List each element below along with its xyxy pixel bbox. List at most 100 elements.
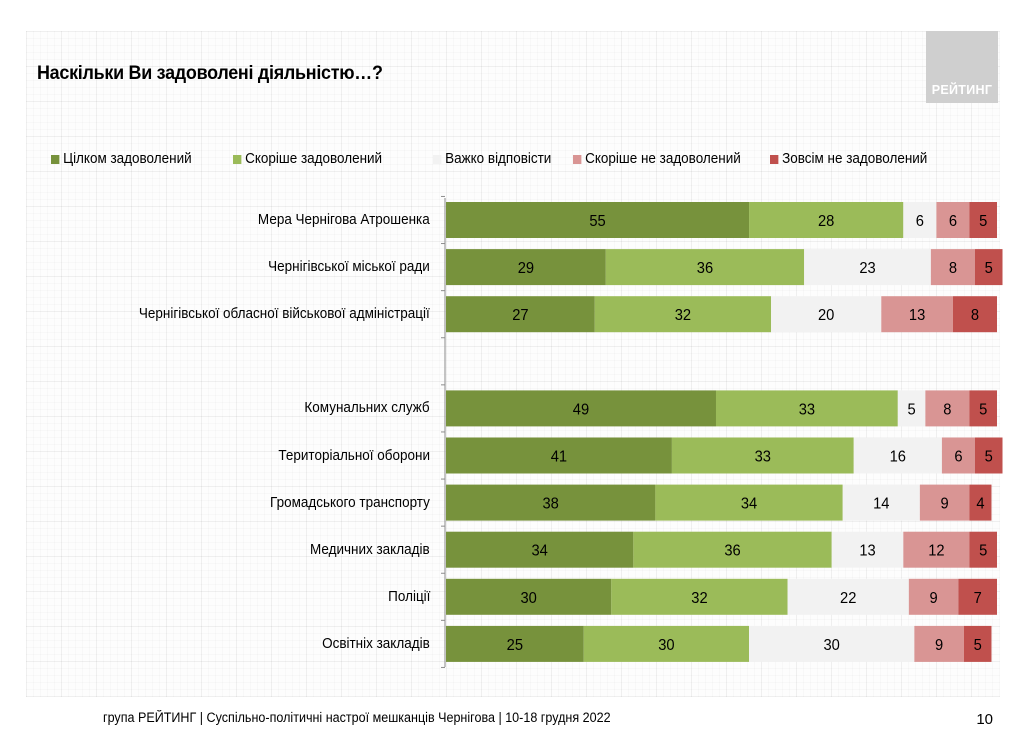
category-label: Чернігівської обласної військової адміні… (139, 306, 430, 323)
bar-segment (605, 249, 805, 286)
data-label: 28 (818, 212, 834, 230)
bar-segment (446, 578, 612, 615)
bar-segment (941, 437, 975, 474)
data-label: 5 (908, 401, 916, 419)
data-label: 20 (818, 307, 834, 325)
data-label: 5 (985, 448, 993, 466)
data-label: 41 (551, 448, 567, 466)
bar-segment (952, 296, 997, 333)
bar-segment (969, 202, 997, 238)
bar-segment (831, 531, 904, 568)
data-label: 13 (859, 542, 875, 560)
data-label: 13 (909, 307, 925, 325)
data-label: 25 (507, 636, 523, 654)
bar-segment (853, 437, 942, 474)
chart-legend: Цілком задоволений Скоріше задоволений Важ… (51, 151, 991, 169)
legend-item: Зовсім не задоволений (770, 151, 927, 167)
bar-segment (925, 390, 970, 427)
bar-segment (446, 296, 595, 333)
bar-segment (903, 531, 970, 568)
bar-segment (446, 625, 584, 662)
data-label: 9 (935, 636, 943, 654)
footer-text: група РЕЙТИНГ | Суспільно-політичні наст… (103, 710, 611, 725)
data-label: 6 (949, 212, 957, 230)
bar-segment (936, 202, 970, 238)
data-label: 16 (890, 448, 906, 466)
bar-segment (715, 390, 898, 427)
bar-segment (633, 531, 832, 568)
data-label: 33 (755, 448, 771, 466)
data-label: 32 (691, 589, 707, 607)
data-label: 34 (531, 542, 548, 560)
data-label: 30 (824, 636, 840, 654)
data-label: 27 (512, 307, 528, 325)
category-label: Поліції (387, 588, 430, 605)
bar-segment (787, 578, 909, 615)
bar-segment (958, 578, 997, 615)
bar-segment (974, 437, 1003, 474)
bar-segment (446, 484, 656, 521)
data-label: 55 (589, 212, 605, 230)
category-label: Чернігівської міської ради (268, 259, 430, 276)
legend-label: Цілком задоволений (63, 151, 192, 167)
bar-segment (930, 249, 975, 286)
page-title: Наскільки Ви задоволені діяльністю…? (37, 62, 383, 84)
legend-item: Скоріше задоволений (233, 151, 382, 167)
bar-segment (749, 625, 915, 662)
data-label: 33 (799, 401, 815, 419)
bar-segment (446, 531, 634, 568)
data-label: 29 (518, 260, 534, 278)
category-label: Мера Чернігова Атрошенка (258, 212, 430, 228)
slide-background (26, 31, 1000, 697)
data-label: 12 (928, 542, 944, 560)
legend-swatch (573, 154, 582, 164)
legend-swatch (233, 154, 242, 164)
data-label: 8 (949, 260, 957, 278)
legend-label: Важко відповісти (445, 151, 552, 167)
bar-segment (969, 531, 997, 568)
legend-label: Зовсім не задоволений (782, 151, 928, 167)
bar-segment (908, 578, 959, 615)
bar-segment (771, 296, 882, 333)
bar-segment (804, 249, 931, 286)
data-label: 5 (979, 542, 987, 560)
legend-swatch (433, 154, 442, 164)
data-label: 14 (873, 495, 890, 513)
data-label: 6 (954, 448, 962, 466)
data-label: 5 (979, 212, 987, 230)
data-label: 5 (974, 636, 982, 654)
bar-segment (881, 296, 953, 333)
data-label: 23 (859, 260, 875, 278)
category-label: Освітніх закладів (322, 635, 430, 652)
legend-item: Важко відповісти (433, 151, 551, 167)
bar-segment (897, 390, 926, 427)
data-label: 30 (658, 636, 674, 654)
category-label: Громадського транспорту (270, 494, 430, 511)
bar-segment (655, 484, 843, 521)
data-label: 5 (985, 260, 993, 278)
bar-segment (594, 296, 772, 333)
data-label: 36 (697, 260, 713, 278)
category-label: Територіальної оборони (278, 447, 430, 464)
bar-segment (446, 390, 716, 427)
data-label: 34 (741, 495, 758, 513)
legend-label: Скоріше задоволений (245, 151, 383, 167)
data-label: 36 (724, 542, 740, 560)
data-label: 38 (543, 495, 559, 513)
bar-segment (974, 249, 1003, 286)
bar-segment (446, 202, 750, 238)
bar-segment (671, 437, 854, 474)
legend-item: Цілком задоволений (51, 151, 192, 167)
logo-text: РЕЙТИНГ (931, 83, 993, 97)
data-label: 9 (941, 495, 949, 513)
data-label: 7 (974, 589, 982, 607)
data-label: 4 (976, 495, 985, 513)
data-label: 5 (979, 401, 987, 419)
data-label: 6 (916, 212, 924, 230)
bar-segment (914, 625, 964, 662)
bar-segment (446, 437, 672, 474)
bar-segment (749, 202, 904, 238)
data-label: 9 (930, 589, 938, 607)
category-label: Комунальних служб (304, 400, 430, 417)
